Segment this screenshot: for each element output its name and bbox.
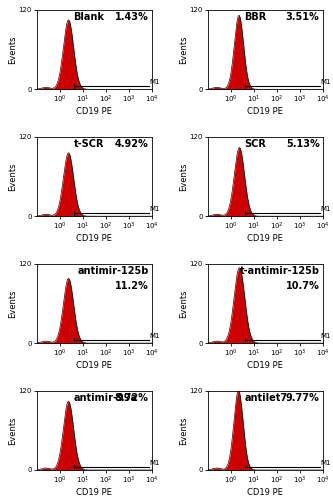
Text: M1: M1 (149, 206, 160, 212)
Y-axis label: Events: Events (179, 289, 188, 318)
Y-axis label: Events: Events (8, 416, 17, 444)
Y-axis label: Events: Events (8, 289, 17, 318)
Y-axis label: Events: Events (8, 36, 17, 64)
X-axis label: CD19 PE: CD19 PE (77, 234, 112, 243)
Y-axis label: Events: Events (179, 36, 188, 64)
Text: 3.51%: 3.51% (286, 12, 320, 22)
Text: BBR: BBR (244, 12, 267, 22)
Text: 8.72%: 8.72% (115, 393, 149, 403)
Y-axis label: Events: Events (179, 162, 188, 191)
X-axis label: CD19 PE: CD19 PE (247, 488, 283, 496)
Text: t-SCR: t-SCR (74, 140, 104, 149)
Text: M1: M1 (149, 460, 160, 466)
Text: M1: M1 (320, 79, 331, 85)
X-axis label: CD19 PE: CD19 PE (247, 360, 283, 370)
Text: 1.43%: 1.43% (115, 12, 149, 22)
Y-axis label: Events: Events (179, 416, 188, 444)
Text: 5.13%: 5.13% (286, 140, 320, 149)
X-axis label: CD19 PE: CD19 PE (247, 107, 283, 116)
Text: Blank: Blank (74, 12, 105, 22)
Text: antimir-99a: antimir-99a (74, 393, 138, 403)
Text: SCR: SCR (244, 140, 266, 149)
X-axis label: CD19 PE: CD19 PE (247, 234, 283, 243)
Text: M1: M1 (149, 79, 160, 85)
Y-axis label: Events: Events (8, 162, 17, 191)
Text: t-antimir-125b: t-antimir-125b (239, 266, 320, 276)
Text: 10.7%: 10.7% (286, 281, 320, 291)
Text: M1: M1 (320, 460, 331, 466)
Text: 11.2%: 11.2% (115, 281, 149, 291)
X-axis label: CD19 PE: CD19 PE (77, 107, 112, 116)
Text: antilet7: antilet7 (244, 393, 288, 403)
Text: 4.92%: 4.92% (115, 140, 149, 149)
Text: M1: M1 (149, 333, 160, 339)
X-axis label: CD19 PE: CD19 PE (77, 488, 112, 496)
X-axis label: CD19 PE: CD19 PE (77, 360, 112, 370)
Text: M1: M1 (320, 206, 331, 212)
Text: antimir-125b: antimir-125b (77, 266, 149, 276)
Text: 9.77%: 9.77% (286, 393, 320, 403)
Text: M1: M1 (320, 333, 331, 339)
